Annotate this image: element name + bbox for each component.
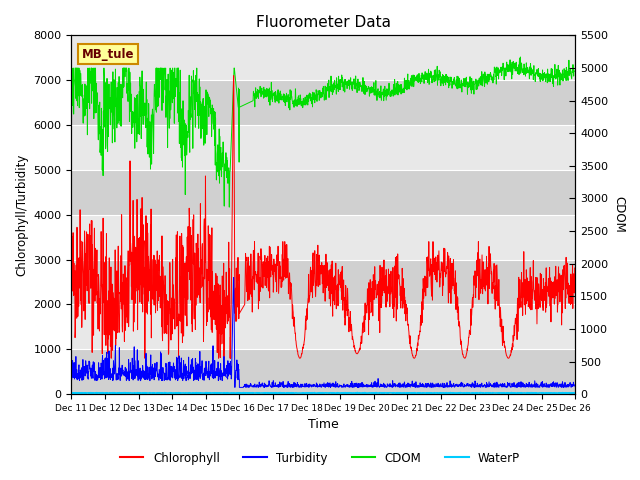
Text: MB_tule: MB_tule [81,48,134,61]
Y-axis label: Chlorophyll/Turbidity: Chlorophyll/Turbidity [15,154,28,276]
X-axis label: Time: Time [308,419,339,432]
Bar [72,80,575,125]
Legend: Chlorophyll, Turbidity, CDOM, WaterP: Chlorophyll, Turbidity, CDOM, WaterP [115,447,525,469]
Bar [72,170,575,215]
Bar [72,260,575,304]
Title: Fluorometer Data: Fluorometer Data [256,15,391,30]
Bar [72,349,575,394]
Y-axis label: CDOM: CDOM [612,196,625,233]
